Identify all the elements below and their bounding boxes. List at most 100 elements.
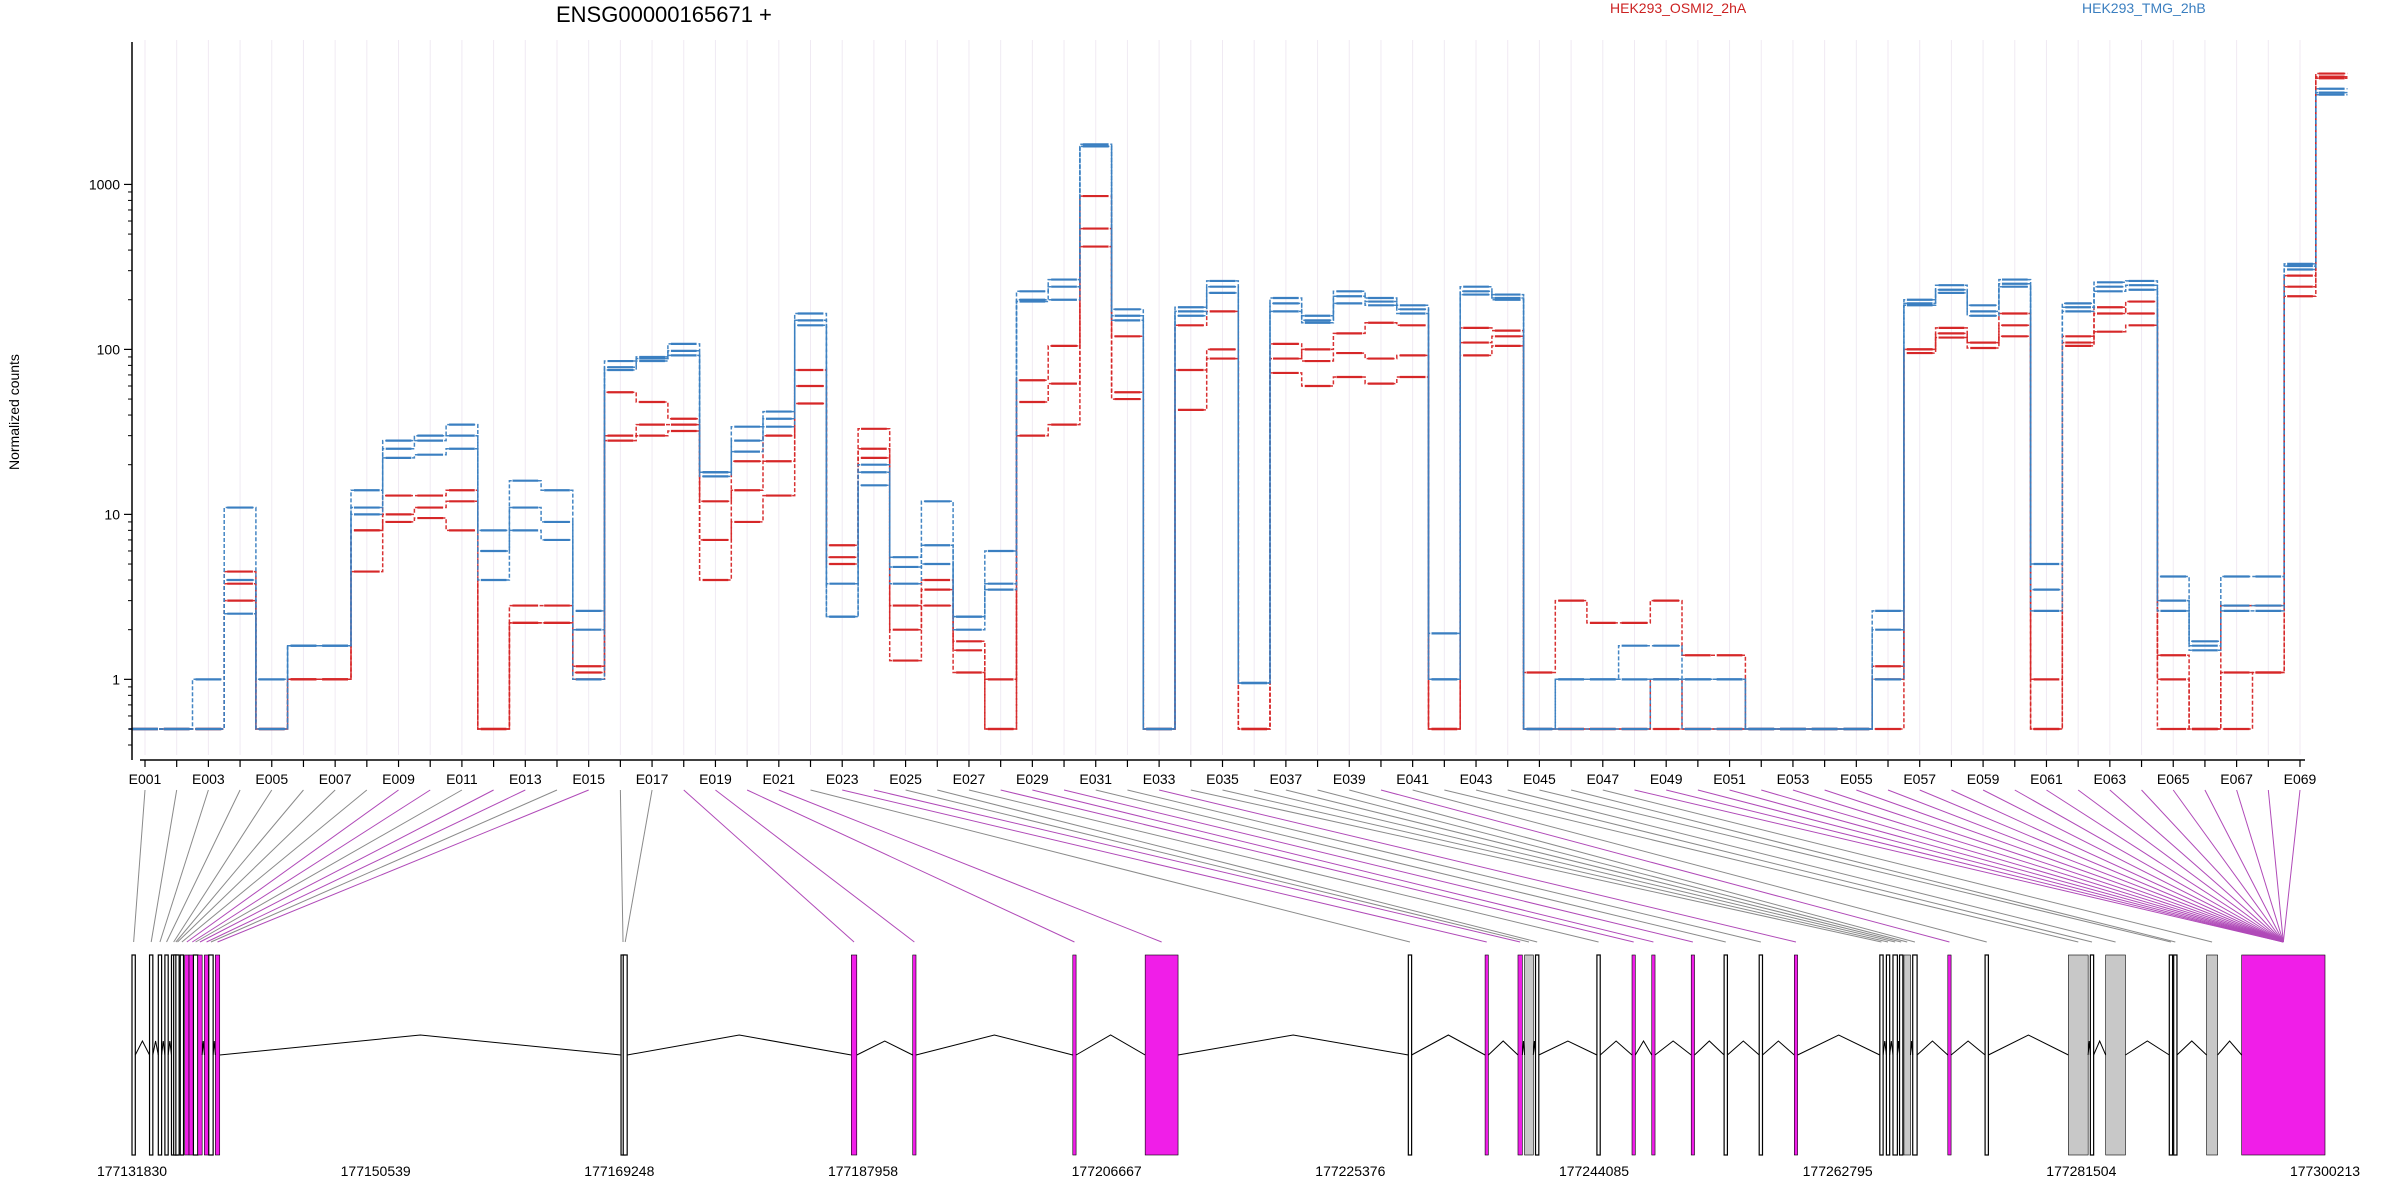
intron-line bbox=[1538, 1040, 1598, 1056]
exon-box bbox=[157, 954, 163, 1156]
connector-line bbox=[159, 789, 209, 943]
intron-line bbox=[167, 1040, 172, 1056]
x-tick-label: E015 bbox=[572, 771, 605, 787]
connector-line bbox=[2236, 789, 2284, 943]
exon-box bbox=[184, 954, 190, 1156]
connector-line bbox=[1444, 789, 2079, 943]
intron-line bbox=[1916, 1040, 1949, 1056]
x-tick-label: E053 bbox=[1777, 771, 1810, 787]
connector-line bbox=[1761, 789, 2284, 943]
intron-line bbox=[1910, 1040, 1914, 1056]
x-tick-label: E021 bbox=[762, 771, 795, 787]
intron-line bbox=[1988, 1034, 2069, 1056]
intron-line bbox=[1488, 1040, 1519, 1056]
connector-line bbox=[2077, 789, 2284, 943]
exon-box bbox=[1596, 954, 1601, 1156]
connector-line bbox=[192, 789, 431, 943]
connector-line bbox=[1507, 789, 2116, 943]
connector-line bbox=[1824, 789, 2284, 943]
x-tick-label: E011 bbox=[446, 771, 478, 787]
exon-box bbox=[1651, 954, 1656, 1156]
intron-line bbox=[2093, 1039, 2107, 1056]
connector-line bbox=[1634, 789, 2284, 943]
intron-line bbox=[1634, 1040, 1653, 1056]
exon-box bbox=[131, 954, 136, 1156]
x-tick-label: E023 bbox=[826, 771, 859, 787]
connector-line bbox=[715, 789, 915, 943]
exon-box bbox=[851, 954, 858, 1156]
x-tick-label: E005 bbox=[255, 771, 288, 787]
connector-line bbox=[1570, 789, 2176, 943]
x-tick-label: E049 bbox=[1650, 771, 1683, 787]
connector-line bbox=[810, 789, 1411, 943]
connector-line bbox=[1222, 789, 1889, 943]
exon-box bbox=[192, 954, 199, 1156]
chart-title: ENSG00000165671 + bbox=[556, 2, 772, 27]
exon-box bbox=[2105, 954, 2126, 1156]
x-tick-label: E007 bbox=[319, 771, 352, 787]
x-tick-label: E013 bbox=[509, 771, 542, 787]
connector-line bbox=[968, 789, 1599, 943]
connector-line bbox=[2014, 789, 2284, 943]
x-tick-label: E037 bbox=[1270, 771, 1303, 787]
connector-line bbox=[1856, 789, 2284, 943]
exon-box bbox=[1947, 954, 1952, 1156]
intron-line bbox=[2217, 1040, 2243, 1056]
intron-line bbox=[1654, 1040, 1692, 1056]
y-tick-label: 10 bbox=[104, 506, 120, 522]
x-tick-label: E045 bbox=[1523, 771, 1556, 787]
x-tick-label: E019 bbox=[699, 771, 732, 787]
intron-line bbox=[1896, 1040, 1901, 1056]
connector-line bbox=[181, 789, 368, 943]
connector-line bbox=[217, 789, 589, 943]
connector-line bbox=[1032, 789, 1654, 943]
intron-line bbox=[1532, 1040, 1537, 1056]
legend-entry-osmi2: HEK293_OSMI2_2hA bbox=[1610, 0, 1747, 16]
connector-line bbox=[133, 789, 146, 943]
exon-box bbox=[204, 954, 210, 1156]
connector-line bbox=[177, 789, 336, 943]
x-tick-label: E063 bbox=[2094, 771, 2127, 787]
connector-line bbox=[1095, 789, 1726, 943]
exon-box bbox=[179, 954, 185, 1156]
exon-box bbox=[1903, 954, 1911, 1156]
genomic-tick-label: 177169248 bbox=[584, 1163, 654, 1179]
exon-box bbox=[215, 954, 221, 1156]
exon-box bbox=[622, 954, 628, 1156]
intron-line bbox=[1882, 1040, 1887, 1056]
intron-line bbox=[2176, 1040, 2207, 1056]
intron-line bbox=[152, 1040, 159, 1056]
connector-line bbox=[1159, 789, 1797, 943]
exon-box bbox=[2089, 954, 2095, 1156]
intron-line bbox=[1727, 1040, 1760, 1056]
x-tick-label: E039 bbox=[1333, 771, 1366, 787]
exon-box bbox=[1631, 954, 1636, 1156]
intron-line bbox=[1797, 1034, 1881, 1056]
exon-box bbox=[148, 954, 154, 1156]
x-tick-label: E055 bbox=[1840, 771, 1873, 787]
connector-line bbox=[2282, 789, 2301, 943]
x-tick-label: E065 bbox=[2157, 771, 2190, 787]
exon-box bbox=[2168, 954, 2174, 1156]
exon-box bbox=[1912, 954, 1918, 1156]
intron-line bbox=[219, 1034, 622, 1056]
exon-box bbox=[2241, 954, 2326, 1156]
intron-line bbox=[1694, 1040, 1725, 1056]
connector-line bbox=[1000, 789, 1634, 943]
connector-line bbox=[1475, 789, 2093, 943]
connector-line bbox=[1349, 789, 1916, 943]
x-tick-label: E003 bbox=[192, 771, 225, 787]
genomic-tick-label: 177150539 bbox=[341, 1163, 411, 1179]
exon-box bbox=[1793, 954, 1798, 1156]
x-tick-label: E057 bbox=[1903, 771, 1936, 787]
intron-line bbox=[1411, 1034, 1486, 1056]
connector-line bbox=[1729, 789, 2284, 943]
intron-line bbox=[915, 1034, 1073, 1056]
connector-line bbox=[150, 789, 178, 943]
connector-line bbox=[1063, 789, 1693, 943]
connector-line bbox=[2172, 789, 2284, 943]
intron-line bbox=[1889, 1040, 1894, 1056]
connector-line bbox=[2141, 789, 2284, 943]
connector-line bbox=[778, 789, 1162, 943]
connector-line bbox=[2046, 789, 2284, 943]
